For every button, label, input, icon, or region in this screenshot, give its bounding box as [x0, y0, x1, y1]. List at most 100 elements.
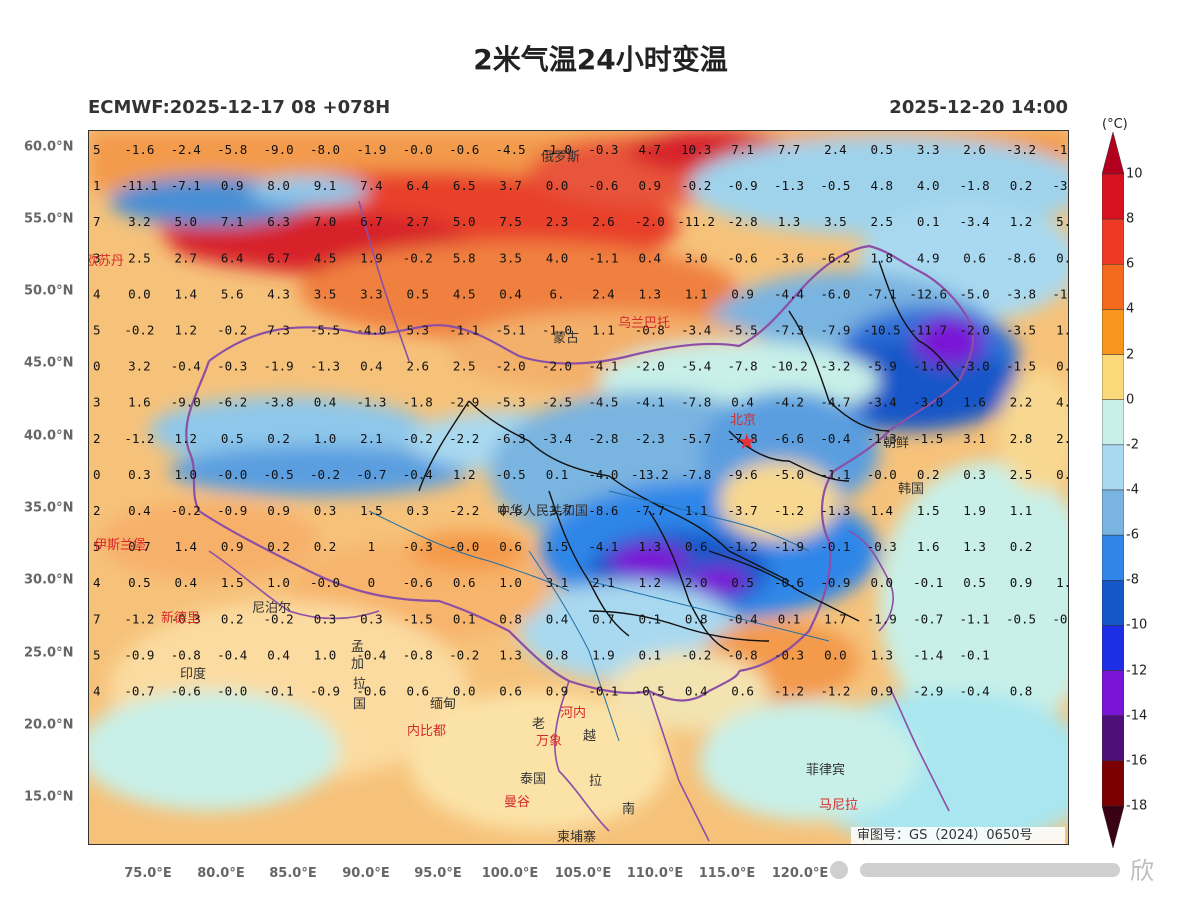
grid-value: 7.1: [731, 142, 754, 157]
grid-value: -1.3: [774, 178, 804, 193]
grid-value: 0.4: [546, 611, 569, 626]
grid-value: -4.0: [588, 467, 618, 482]
grid-value: 3.1: [963, 431, 986, 446]
grid-value: -7.1: [867, 286, 897, 301]
grid-value: 3.3: [917, 142, 940, 157]
grid-value: -3.5: [1006, 323, 1036, 338]
grid-value: 0.9: [1010, 575, 1033, 590]
grid-value: 1: [368, 539, 376, 554]
grid-value: 1: [93, 178, 101, 193]
grid-value: -0.1: [913, 575, 943, 590]
grid-value: -0.2: [217, 323, 247, 338]
grid-value: -1.2: [774, 684, 804, 699]
grid-value: 4.5: [314, 250, 337, 265]
grid-value: -2.9: [913, 684, 943, 699]
lon-label: 120.0°E: [771, 866, 829, 881]
grid-value: 7.1: [221, 214, 244, 229]
grid-value: -3.7: [728, 503, 758, 518]
grid-value: -3.0: [960, 359, 990, 374]
grid-value: -3.2: [1006, 142, 1036, 157]
lon-label: 80.0°E: [197, 866, 245, 881]
grid-value: 0.2: [1010, 178, 1033, 193]
grid-value: 0.3: [963, 467, 986, 482]
grid-value: 1.3: [778, 214, 801, 229]
grid-value: 1.3: [963, 539, 986, 554]
grid-value: 6.7: [360, 214, 383, 229]
grid-value: -13.2: [631, 467, 669, 482]
grid-value: 0.9: [639, 178, 662, 193]
colorbar-tick: -8: [1126, 572, 1139, 588]
colorbar-tick: -4: [1126, 482, 1139, 498]
grid-value: 1.0: [499, 575, 522, 590]
grid-value: -7.8: [728, 359, 758, 374]
colorbar-swatch: [1102, 399, 1124, 446]
colorbar-tick: 8: [1126, 211, 1135, 227]
grid-value: -0.6: [403, 575, 433, 590]
grid-values: 5 -1.6 -2.4 -5.8 -9.0 -8.0 -1.9 -0.0 -0.6 -4.5 -1.…: [93, 142, 1069, 699]
label-philippines: 菲律宾: [806, 762, 845, 777]
grid-value: -1.9: [264, 359, 294, 374]
grid-value: -3.4: [867, 395, 897, 410]
place-labels: 俄罗斯 蒙古 中华人民共和国 北京 乌兰巴托 朝鲜 韩国 伊斯兰堡 新德里 尼泊…: [89, 149, 924, 844]
grid-value: -6.3: [496, 431, 526, 446]
label-bangladesh-4: 国: [353, 696, 366, 711]
grid-value: 0.4: [267, 647, 290, 662]
grid-value: 5: [93, 539, 101, 554]
grid-value: 0.5: [963, 575, 986, 590]
grid-value: -0.9: [124, 647, 154, 662]
grid-value: -8.6: [588, 503, 618, 518]
grid-value: -1.8: [960, 178, 990, 193]
label-cambodia-b: 南: [622, 801, 635, 816]
grid-value: -0.0: [310, 575, 340, 590]
label-bishkek: 欧苏丹: [89, 253, 124, 268]
label-ulaanbaatar: 乌兰巴托: [618, 315, 670, 330]
grid-value: 0.8: [546, 647, 569, 662]
label-new-delhi: 新德里: [161, 610, 200, 625]
grid-value: -5.8: [217, 142, 247, 157]
grid-value: -0.8: [171, 647, 201, 662]
temperature-change-map[interactable]: 5 -1.6 -2.4 -5.8 -9.0 -8.0 -1.9 -0.0 -0.6 -4.5 -1.…: [88, 130, 1069, 845]
grid-value: 1.5: [360, 503, 383, 518]
grid-value: -4.1: [635, 395, 665, 410]
grid-value: -5.3: [496, 395, 526, 410]
grid-value: 4.8: [871, 178, 894, 193]
grid-value: -0.2: [403, 250, 433, 265]
grid-value: 0.1: [917, 214, 940, 229]
grid-value: -3.4: [1052, 178, 1069, 193]
grid-value: -2.2: [449, 431, 479, 446]
colorbar-tick: -12: [1126, 663, 1148, 679]
grid-value: 0.6: [499, 684, 522, 699]
grid-value: 8.0: [267, 178, 290, 193]
grid-value: 0.0: [546, 178, 569, 193]
grid-value: -2.9: [449, 395, 479, 410]
grid-value: -2.5: [542, 395, 572, 410]
label-bangladesh-2: 加: [351, 656, 364, 671]
grid-value: 2.0: [685, 575, 708, 590]
grid-value: 0.6: [499, 503, 522, 518]
colorbar-top-arrow: [1102, 132, 1124, 175]
grid-value: 0.3: [407, 503, 430, 518]
lon-label: 90.0°E: [342, 866, 390, 881]
grid-value: -1.6: [913, 359, 943, 374]
label-hanoi: 河内: [560, 705, 586, 720]
grid-value: -3.8: [264, 395, 294, 410]
grid-value: -3.4: [542, 431, 572, 446]
grid-value: -0.9: [820, 575, 850, 590]
grid-value: -1.9: [356, 142, 386, 157]
label-manila: 马尼拉: [819, 797, 858, 812]
grid-value: 1.2: [639, 575, 662, 590]
grid-value: 3: [93, 250, 101, 265]
chart-title: 2米气温24小时变温: [473, 43, 728, 76]
colorbar-swatch: [1102, 760, 1124, 807]
grid-value: 0.5: [407, 286, 430, 301]
grid-value: 0.2: [1056, 359, 1069, 374]
grid-value: 3.2: [128, 359, 151, 374]
grid-value: -2.4: [171, 142, 201, 157]
lat-label: 50.0°N: [24, 283, 74, 299]
grid-value: 0.6: [963, 250, 986, 265]
grid-value: 0.6: [499, 539, 522, 554]
grid-value: 3.3: [360, 286, 383, 301]
grid-value: -4.5: [496, 142, 526, 157]
grid-value: 0.5: [731, 575, 754, 590]
grid-value: 0.9: [267, 503, 290, 518]
